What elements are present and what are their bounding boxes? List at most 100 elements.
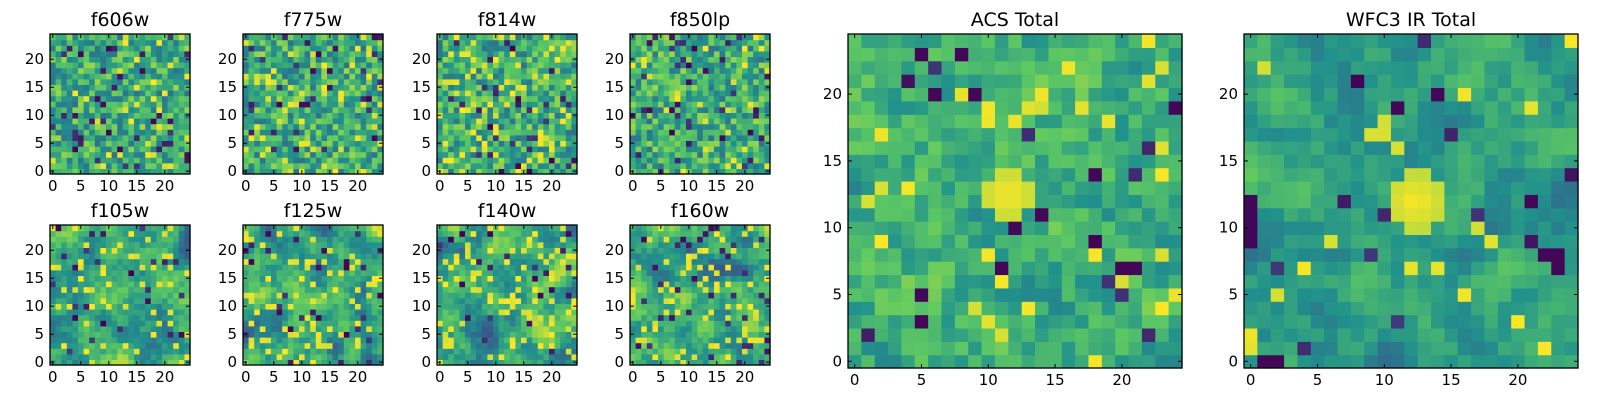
heatmap-cell [725, 359, 732, 366]
heatmap-cell [532, 134, 539, 141]
heatmap-cell [747, 157, 754, 164]
heatmap-cell [72, 146, 79, 153]
heatmap-cell [680, 123, 687, 130]
heatmap-cell [686, 146, 693, 153]
heatmap-cell [355, 269, 362, 276]
heatmap-cell [476, 320, 483, 327]
heatmap-cell [470, 303, 477, 310]
heatmap-cell [453, 118, 460, 125]
heatmap-cell [259, 78, 266, 85]
heatmap-cell [106, 162, 113, 169]
heatmap-cell [481, 286, 488, 293]
heatmap-cell [72, 34, 79, 41]
heatmap-cell [55, 140, 62, 147]
heatmap-cell [282, 264, 289, 271]
heatmap-cell [515, 253, 522, 260]
heatmap-cell [271, 112, 278, 119]
heatmap-cell [481, 50, 488, 57]
heatmap-cell [100, 112, 107, 119]
heatmap-cell [641, 101, 648, 108]
heatmap-cell [315, 106, 322, 113]
heatmap-cell [145, 151, 152, 158]
heatmap-cell [50, 78, 57, 85]
heatmap-cell [442, 241, 449, 248]
heatmap-cell [111, 45, 118, 52]
heatmap-cell [565, 247, 572, 254]
heatmap-cell [549, 230, 556, 237]
heatmap-cell [310, 314, 317, 321]
heatmap-cell [287, 34, 294, 41]
heatmap-cell [442, 314, 449, 321]
heatmap-cell [338, 320, 345, 327]
heatmap-cell [481, 140, 488, 147]
heatmap-cell [178, 320, 185, 327]
heatmap-cell [526, 84, 533, 91]
heatmap-cell [532, 359, 539, 366]
heatmap-cell [515, 84, 522, 91]
heatmap-cell [470, 101, 477, 108]
heatmap-cell [697, 353, 704, 360]
heatmap-cell [714, 320, 721, 327]
heatmap-cell [61, 225, 68, 232]
heatmap-cell [543, 151, 550, 158]
heatmap-cell [641, 84, 648, 91]
heatmap-cell [736, 337, 743, 344]
heatmap-cell [691, 78, 698, 85]
heatmap-cell [453, 320, 460, 327]
heatmap-cell [371, 151, 378, 158]
heatmap-cell [332, 292, 339, 299]
heatmap-cell [481, 325, 488, 332]
panel-title: f606w [91, 9, 150, 31]
heatmap-cell [78, 275, 85, 282]
heatmap-cell [504, 45, 511, 52]
heatmap-cell [764, 297, 771, 304]
heatmap-cell [646, 73, 653, 80]
heatmap-cell [526, 73, 533, 80]
heatmap-cell [747, 67, 754, 74]
heatmap-cell [549, 157, 556, 164]
heatmap-cell [128, 50, 135, 57]
heatmap-cell [442, 157, 449, 164]
heatmap-cell [139, 84, 146, 91]
heatmap-cell [276, 342, 283, 349]
heatmap-cell [532, 168, 539, 175]
heatmap-cell [487, 78, 494, 85]
heatmap-cell [504, 353, 511, 360]
heatmap-cell [332, 225, 339, 232]
heatmap-cell [663, 90, 670, 97]
heatmap-cell [571, 292, 578, 299]
heatmap-cell [453, 353, 460, 360]
heatmap-cell [327, 331, 334, 338]
heatmap-cell [459, 258, 466, 265]
heatmap-cell [106, 331, 113, 338]
heatmap-cell [50, 342, 57, 349]
heatmap-cell [702, 123, 709, 130]
heatmap-cell [360, 275, 367, 282]
heatmap-cell [145, 157, 152, 164]
heatmap-cell [61, 286, 68, 293]
heatmap-cell [248, 112, 255, 119]
heatmap-cell [532, 73, 539, 80]
heatmap-cell [156, 303, 163, 310]
heatmap-cell [167, 34, 174, 41]
heatmap-cell [134, 84, 141, 91]
heatmap-cell [470, 292, 477, 299]
heatmap-cell [498, 95, 505, 102]
heatmap-cell [669, 123, 676, 130]
heatmap-cell [532, 225, 539, 232]
heatmap-cell [470, 168, 477, 175]
heatmap-cell [128, 140, 135, 147]
heatmap-cell [321, 286, 328, 293]
heatmap-cell [248, 168, 255, 175]
heatmap-cell [635, 78, 642, 85]
heatmap-cell [66, 275, 73, 282]
y-tick-label: 15 [605, 78, 624, 96]
heatmap-cell [747, 106, 754, 113]
heatmap-cell [504, 309, 511, 316]
heatmap-cell [162, 230, 169, 237]
heatmap-cell [360, 230, 367, 237]
heatmap-cell [265, 123, 272, 130]
heatmap-cell [371, 168, 378, 175]
heatmap-cell [355, 90, 362, 97]
heatmap-cell [321, 151, 328, 158]
